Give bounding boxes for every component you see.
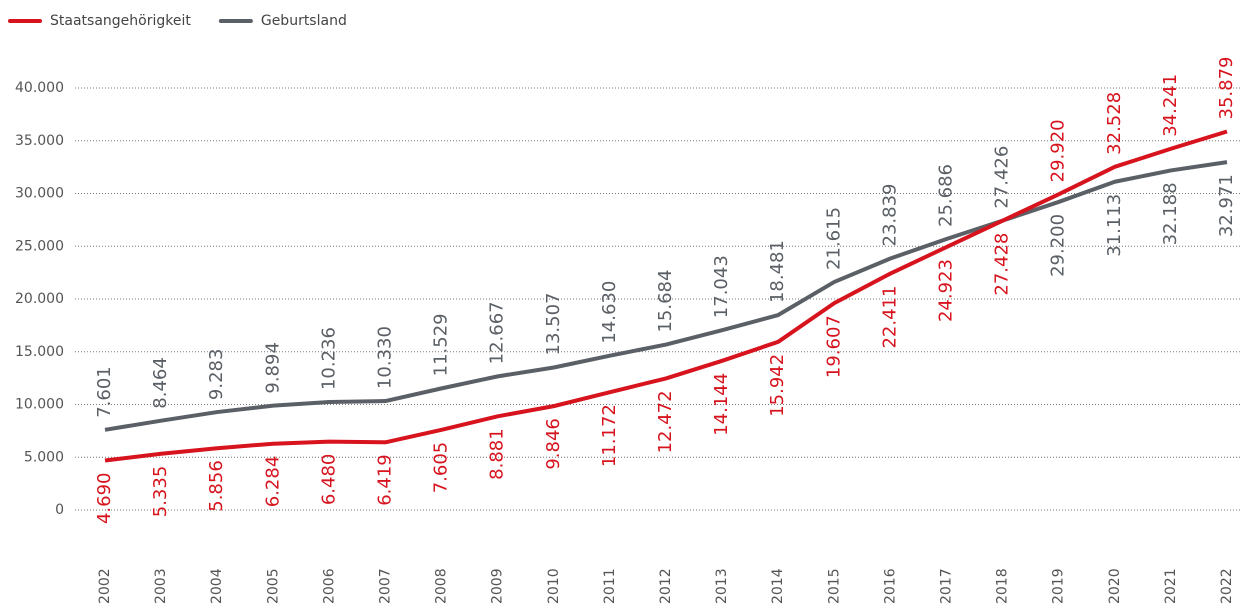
x-tick-label: 2010 [546, 568, 562, 604]
data-label: 8.881 [487, 428, 508, 480]
y-tick-label: 20.000 [15, 291, 64, 307]
x-tick-label: 2006 [321, 568, 337, 604]
data-label: 9.846 [543, 418, 564, 470]
data-label: 7.601 [94, 366, 115, 418]
x-tick-label: 2007 [378, 568, 394, 604]
data-label: 35.879 [1216, 56, 1237, 119]
x-tick-label: 2005 [265, 568, 281, 604]
data-label: 8.464 [150, 357, 171, 409]
x-tick-label: 2014 [770, 568, 786, 604]
data-label: 9.894 [262, 342, 283, 394]
data-label: 32.188 [1160, 182, 1181, 245]
data-label: 12.667 [487, 301, 508, 364]
y-tick-label: 15.000 [15, 344, 64, 360]
data-label: 13.507 [543, 293, 564, 356]
series-line [104, 160, 1228, 432]
data-label: 5.335 [150, 466, 171, 518]
series-line [104, 129, 1228, 463]
data-label: 6.419 [375, 454, 396, 506]
x-tick-label: 2020 [1107, 568, 1123, 604]
data-label: 27.426 [992, 146, 1013, 209]
x-tick-label: 2018 [995, 568, 1011, 604]
data-label: 24.923 [936, 259, 957, 322]
data-label: 29.920 [1048, 119, 1069, 182]
data-label: 11.529 [431, 313, 452, 376]
data-label: 19.607 [823, 315, 844, 378]
data-label: 15.942 [767, 354, 788, 417]
x-tick-label: 2017 [939, 568, 955, 604]
x-tick-label: 2011 [602, 568, 618, 604]
x-tick-label: 2021 [1163, 568, 1179, 604]
y-tick-label: 25.000 [15, 238, 64, 254]
x-tick-label: 2013 [714, 568, 730, 604]
data-label: 5.856 [206, 460, 227, 512]
y-tick-label: 40.000 [15, 80, 64, 96]
y-tick-label: 10.000 [15, 397, 64, 413]
data-label: 14.630 [599, 281, 620, 344]
data-label: 11.172 [599, 404, 620, 467]
data-label: 7.605 [431, 442, 452, 494]
data-label: 6.284 [262, 456, 283, 508]
data-label: 31.113 [1104, 194, 1125, 257]
data-label: 21.615 [823, 207, 844, 270]
data-label: 10.330 [375, 326, 396, 389]
data-label: 15.684 [655, 270, 676, 333]
data-label: 9.283 [206, 349, 227, 401]
y-tick-label: 30.000 [15, 186, 64, 202]
data-label: 34.241 [1160, 74, 1181, 137]
y-tick-label: 35.000 [15, 133, 64, 149]
x-tick-label: 2002 [97, 568, 113, 604]
x-tick-label: 2022 [1219, 568, 1235, 604]
x-tick-label: 2012 [658, 568, 674, 604]
data-label: 32.528 [1104, 92, 1125, 155]
x-tick-label: 2004 [209, 568, 225, 604]
data-label: 6.480 [318, 454, 339, 506]
x-tick-label: 2008 [434, 568, 450, 604]
data-label: 17.043 [711, 255, 732, 318]
data-label: 10.236 [318, 327, 339, 390]
data-label: 4.690 [94, 473, 115, 525]
data-label: 14.144 [711, 373, 732, 436]
legend-label: Staatsangehörigkeit [50, 13, 191, 29]
x-tick-label: 2015 [826, 568, 842, 604]
legend-label: Geburtsland [261, 13, 347, 29]
data-label: 18.481 [767, 240, 788, 303]
data-label: 22.411 [879, 286, 900, 349]
y-tick-label: 5.000 [24, 449, 64, 465]
data-label: 23.839 [879, 184, 900, 247]
x-tick-label: 2019 [1051, 568, 1067, 604]
data-label: 32.971 [1216, 174, 1237, 237]
data-label: 12.472 [655, 390, 676, 453]
x-tick-label: 2003 [153, 568, 169, 604]
x-tick-label: 2009 [490, 568, 506, 604]
data-label: 25.686 [936, 164, 957, 227]
data-label: 29.200 [1048, 214, 1069, 277]
y-tick-label: 0 [55, 502, 64, 518]
x-tick-label: 2016 [882, 568, 898, 604]
data-label: 27.428 [992, 233, 1013, 296]
